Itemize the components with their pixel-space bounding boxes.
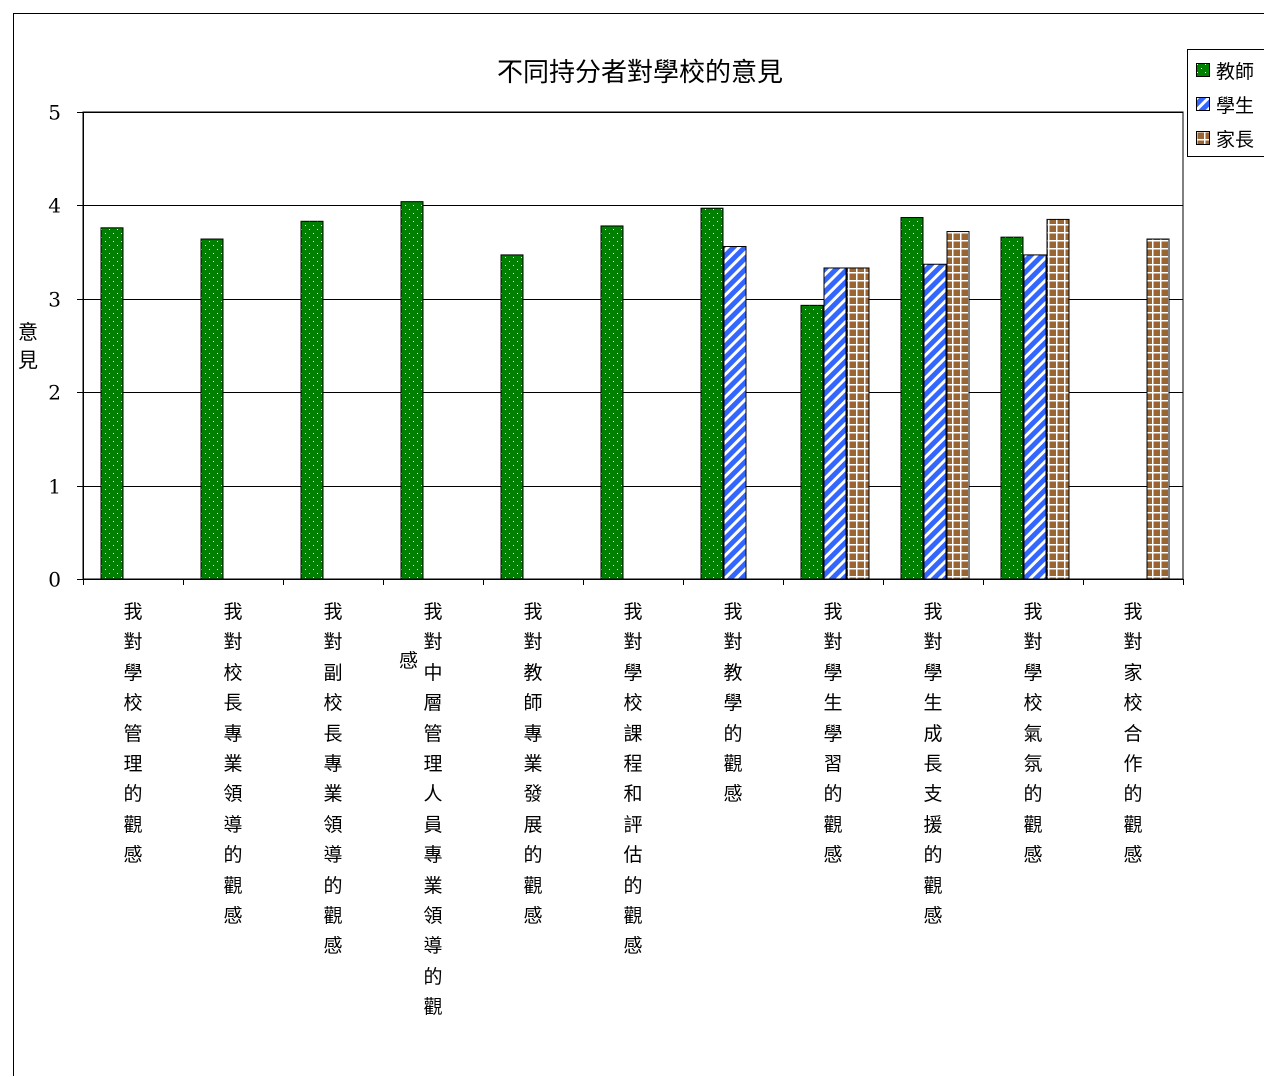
bar-2-8 (823, 267, 847, 580)
bar-2-9 (923, 263, 947, 580)
bar-1-7 (700, 207, 724, 580)
x-tick-label: 我對教學的觀感 (723, 601, 743, 806)
legend-label: 家長 (1216, 128, 1255, 151)
legend-swatch (1196, 63, 1210, 77)
bar-1-9 (900, 217, 924, 580)
y-tick-label: 0 (48, 568, 61, 592)
x-tick-label: 我對校長專業領導的觀感 (223, 601, 243, 928)
bar-1-10 (1000, 236, 1024, 580)
y-tick-label: 5 (48, 101, 61, 125)
axes: 0 1 2 3 4 5 (48, 101, 1184, 592)
chart-frame (13, 13, 1264, 1076)
y-tick-label: 2 (48, 381, 61, 405)
legend-label: 教師 (1216, 60, 1255, 83)
x-tick-label: 我對教師專業發展的觀感 (523, 601, 543, 928)
x-tick-label: 我對副校長專業領導的觀感 (323, 601, 343, 958)
bars (100, 201, 1170, 580)
x-tick-label: 我對學生成長支援的觀感 (923, 601, 943, 928)
legend-swatch (1196, 97, 1210, 111)
x-tick-label: 我對中層管理人員專業領導的觀 (423, 601, 443, 1019)
chart-title: 不同持分者對學校的意見 (496, 58, 783, 88)
legend: 教師 學生 家長 (1187, 49, 1264, 157)
bar-2-7 (723, 245, 747, 580)
y-axis-label-char: 意 (18, 320, 38, 344)
x-tick-label-overflow: 感 (399, 650, 419, 672)
bar-3-10 (1046, 218, 1070, 580)
legend-item: 學生 (1196, 89, 1254, 119)
x-tick-label: 我對學校課程和評估的觀感 (623, 601, 643, 958)
x-tick-label: 我對學校氣氛的觀感 (1023, 601, 1043, 867)
x-tick-label: 我對學生學習的觀感 (823, 601, 843, 867)
y-tick-label: 3 (48, 288, 61, 312)
legend-swatch (1196, 131, 1210, 145)
y-axis-label-char: 見 (18, 348, 38, 372)
bar-3-11 (1146, 238, 1170, 580)
y-axis-label: 意見 (16, 318, 40, 374)
bar-3-8 (846, 267, 870, 580)
bar-1-5 (500, 254, 524, 580)
bar-1-4 (400, 201, 424, 580)
legend-item: 家長 (1196, 123, 1254, 153)
bar-1-3 (300, 220, 324, 580)
bar-3-9 (946, 231, 970, 580)
legend-item: 教師 (1196, 55, 1254, 85)
bar-1-2 (200, 238, 224, 580)
bar-2-10 (1023, 254, 1047, 580)
y-tick-label: 4 (48, 194, 61, 218)
bar-1-8 (800, 304, 824, 580)
y-tick-label: 1 (48, 475, 61, 499)
x-tick-label: 我對學校管理的觀感 (123, 601, 143, 867)
bar-1-1 (100, 227, 124, 580)
x-tick-label: 我對家校合作的觀感 (1123, 601, 1143, 867)
bar-1-6 (600, 225, 624, 580)
legend-label: 學生 (1216, 94, 1255, 117)
